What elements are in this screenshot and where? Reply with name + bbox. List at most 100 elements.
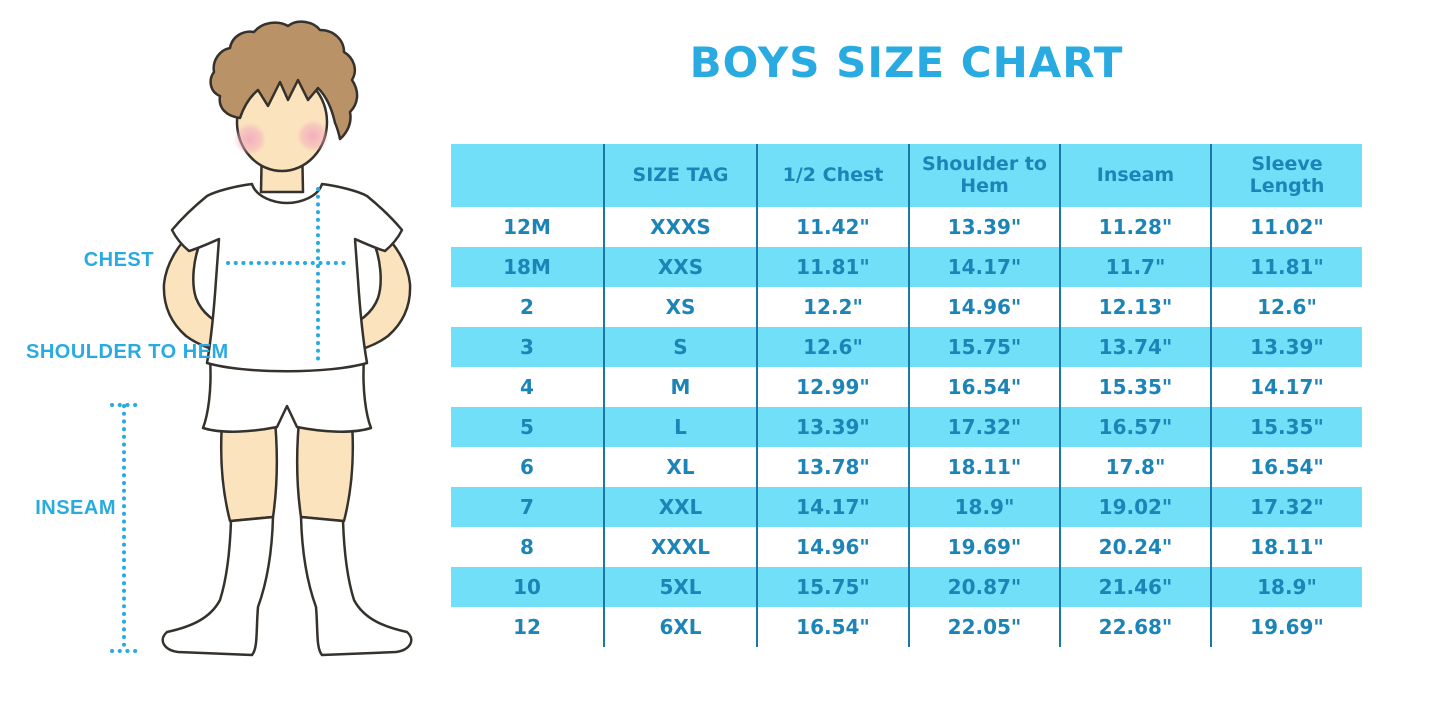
table-cell: 20.24" [1059,527,1211,567]
header-cell-2: 1/2 Chest [756,144,909,207]
shirt-shape [170,182,404,373]
inseam-label: INSEAM [35,497,116,519]
table-cell: XS [603,287,757,327]
table-cell: 12.6" [756,327,909,367]
header-row: SIZE TAG 1/2 Chest Shoulder to Hem Inseam Sl… [451,144,1362,207]
table-cell: 10 [451,567,604,607]
table-cell: 8 [520,535,534,559]
table-cell: L [603,407,757,447]
table-cell: 7 [451,487,604,527]
table-cell: 19.69" [1210,607,1362,647]
table-cell: S [603,327,757,367]
table-cell: 16.57" [1059,407,1211,447]
table-cell: 11.7" [1059,247,1211,287]
page-title: BOYS SIZE CHART [689,38,1124,87]
table-cell: 2 [520,295,534,319]
table-cell: 19.69" [908,527,1060,567]
table-cell: 3 [451,327,604,367]
right-cheek [297,120,329,152]
table-row-6: 6 XL 13.78" 18.11" 17.8" 16.54" [451,447,1362,487]
table-cell: 14.17" [908,247,1060,287]
table-row-12: 12 6XL 16.54" 22.05" 22.68" 19.69" [451,607,1362,647]
table-cell: 14.96" [908,287,1060,327]
table-cell: 12.6" [1210,287,1362,327]
table-cell: 19.02" [1059,487,1211,527]
table-cell: 15.75" [908,327,1060,367]
table-cell: 17.32" [1210,487,1362,527]
table-cell: 6XL [603,607,757,647]
table-cell: XXXS [603,207,757,247]
table-cell: 18.9" [908,487,1060,527]
table-cell: 21.46" [1059,567,1211,607]
table-cell: 11.02" [1210,207,1362,247]
table-cell: 16.54" [908,367,1060,407]
table-cell: 12.13" [1059,287,1211,327]
chest-label: CHEST [83,249,154,271]
table-cell: 16.54" [756,607,909,647]
table-cell: 18.11" [1210,527,1362,567]
table-cell: 12M [503,215,551,239]
table-cell: 12.2" [756,287,909,327]
table-cell: 11.42" [756,207,909,247]
table-cell: 15.35" [1210,407,1362,447]
right-sock [299,515,413,657]
size-table-header: SIZE TAG 1/2 Chest Shoulder to Hem Inseam Sl… [451,144,1362,207]
header-cell-3: Shoulder to Hem [908,144,1060,207]
table-cell: XXL [603,487,757,527]
table-cell: 13.39" [756,407,909,447]
table-cell: 13.39" [908,207,1060,247]
table-cell: XXS [603,247,757,287]
table-cell: XL [603,447,757,487]
table-cell: 14.17" [756,487,909,527]
table-cell: 13.74" [1059,327,1211,367]
table-cell: 11.81" [756,247,909,287]
table-cell: 18.9" [1210,567,1362,607]
left-cheek [234,123,266,155]
table-cell: 16.54" [1210,447,1362,487]
size-table: SIZE TAG 1/2 Chest Shoulder to Hem Inseam Sl… [451,144,1362,647]
table-cell: 17.32" [908,407,1060,447]
table-cell: 5XL [603,567,757,607]
table-cell: 11.28" [1059,207,1211,247]
table-row-18M: 18M XXS 11.81" 14.17" 11.7" 11.81" [451,247,1362,287]
table-cell: 14.96" [756,527,909,567]
table-cell: 13.78" [756,447,909,487]
shoulder-to-hem-label: SHOULDER TO HEM [26,341,229,363]
table-cell: XXXL [603,527,757,567]
table-row-10: 10 5XL 15.75" 20.87" 21.46" 18.9" [451,567,1362,607]
table-cell: 18.11" [908,447,1060,487]
table-cell: 22.05" [908,607,1060,647]
boy-measurement-diagram: CHEST SHOULDER TO HEM INSEAM [0,0,460,723]
table-cell: 20.87" [908,567,1060,607]
size-table-grid: SIZE TAG 1/2 Chest Shoulder to Hem Inseam Sl… [451,144,1362,647]
table-cell: 4 [520,375,534,399]
table-cell: 11.81" [1210,247,1362,287]
table-row-4: 4 M 12.99" 16.54" 15.35" 14.17" [451,367,1362,407]
size-table-body: 12M XXXS 11.42" 13.39" 11.28" 11.02" 18M XXS 11.… [451,207,1362,647]
table-cell: 18M [451,247,604,287]
table-row-7: 7 XXL 14.17" 18.9" 19.02" 17.32" [451,487,1362,527]
left-sock [161,515,275,657]
table-cell: 15.35" [1059,367,1211,407]
table-cell: 15.75" [756,567,909,607]
table-row-5: 5 L 13.39" 17.32" 16.57" 15.35" [451,407,1362,447]
table-cell: M [603,367,757,407]
table-cell: 12 [513,615,541,639]
header-cell-0 [451,144,604,207]
table-row-12M: 12M XXXS 11.42" 13.39" 11.28" 11.02" [451,207,1362,247]
table-row-2: 2 XS 12.2" 14.96" 12.13" 12.6" [451,287,1362,327]
table-cell: 5 [451,407,604,447]
table-cell: 13.39" [1210,327,1362,367]
boy-illustration [110,20,413,657]
header-cell-5: Sleeve Length [1210,144,1362,207]
table-cell: 14.17" [1210,367,1362,407]
table-cell: 6 [520,455,534,479]
table-row-3: 3 S 12.6" 15.75" 13.74" 13.39" [451,327,1362,367]
table-row-8: 8 XXXL 14.96" 19.69" 20.24" 18.11" [451,527,1362,567]
header-cell-1: SIZE TAG [603,144,757,207]
header-cell-4: Inseam [1059,144,1211,207]
table-cell: 22.68" [1059,607,1211,647]
hair-shape [209,20,359,141]
table-cell: 17.8" [1059,447,1211,487]
table-cell: 12.99" [756,367,909,407]
